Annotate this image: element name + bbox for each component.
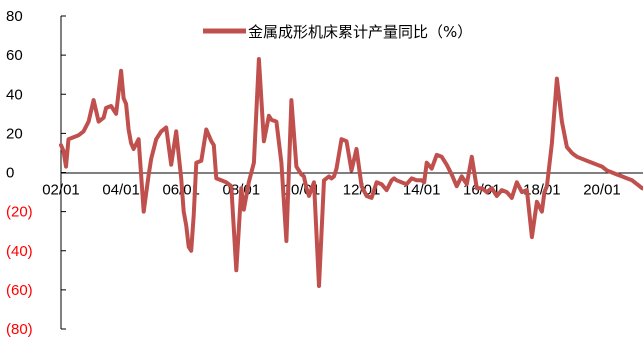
- y-tick-label: 60: [6, 47, 23, 64]
- x-tick-label: 02/01: [42, 182, 80, 199]
- x-tick-label: 14/01: [403, 182, 441, 199]
- x-tick-label: 18/01: [523, 182, 561, 199]
- y-axis-ticks: 80 60 40 20 0 (20) (40) (60) (80): [6, 8, 66, 338]
- y-tick-label: (40): [6, 243, 33, 260]
- legend: 金属成形机床累计产量同比（%）: [203, 23, 472, 41]
- legend-label: 金属成形机床累计产量同比（%）: [248, 23, 472, 41]
- y-tick-label: (20): [6, 204, 33, 221]
- x-tick-label: 04/01: [102, 182, 140, 199]
- y-tick-label: 40: [6, 86, 23, 103]
- x-axis-ticks: 02/01 04/01 06/01 08/01 10/01 12/01 14/01 16/01…: [42, 182, 621, 199]
- y-tick-label: (80): [6, 321, 33, 338]
- y-tick-label: 80: [6, 8, 23, 25]
- y-tick-label: 20: [6, 125, 23, 142]
- x-tick-label: 20/01: [583, 182, 621, 199]
- y-tick-label: (60): [6, 282, 33, 299]
- series-line: [59, 57, 643, 288]
- y-tick-label: 0: [6, 165, 14, 182]
